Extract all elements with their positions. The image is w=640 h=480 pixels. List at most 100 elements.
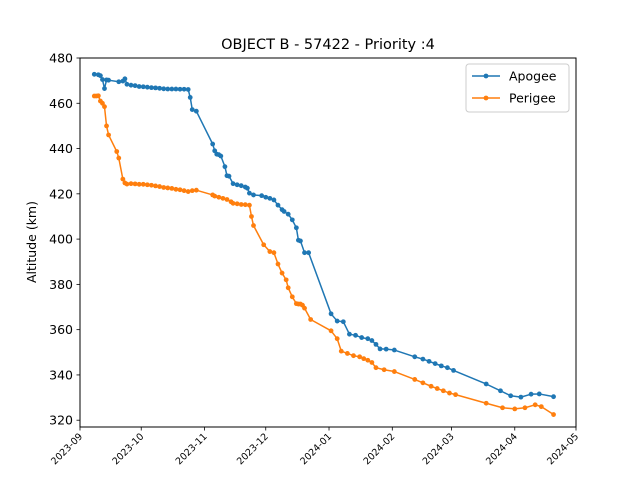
- data-point-perigee: [132, 181, 138, 187]
- data-point-apogee: [271, 197, 277, 203]
- data-point-perigee: [365, 357, 371, 363]
- y-axis-label: Altitude (km): [24, 201, 39, 283]
- data-point-apogee: [140, 84, 146, 90]
- data-point-apogee: [445, 365, 450, 371]
- data-point-apogee: [293, 225, 299, 231]
- data-point-apogee: [340, 319, 346, 325]
- data-point-perigee: [128, 181, 134, 187]
- data-point-perigee: [271, 250, 277, 256]
- data-point-perigee: [328, 328, 334, 334]
- data-point-apogee: [91, 71, 97, 77]
- data-point-perigee: [275, 261, 281, 267]
- data-point-perigee: [453, 392, 458, 398]
- data-point-perigee: [212, 193, 218, 199]
- data-point-apogee: [251, 192, 256, 198]
- legend-perigee-marker: [483, 95, 489, 101]
- data-point-perigee: [381, 367, 387, 373]
- series-perigee: [91, 93, 556, 417]
- data-point-apogee: [222, 164, 228, 170]
- data-point-apogee: [306, 250, 312, 256]
- data-point-apogee: [365, 336, 371, 342]
- y-tick-label: 340: [49, 367, 73, 382]
- legend-apogee-marker: [483, 73, 489, 79]
- data-point-apogee: [226, 173, 232, 179]
- data-point-apogee: [230, 181, 236, 187]
- data-point-apogee: [359, 335, 365, 340]
- data-point-perigee: [420, 380, 426, 386]
- data-point-apogee: [153, 85, 158, 91]
- data-point-apogee: [377, 346, 383, 352]
- data-point-perigee: [440, 388, 446, 394]
- data-point-perigee: [216, 194, 222, 200]
- data-point-perigee: [302, 305, 307, 311]
- data-point-perigee: [483, 400, 489, 406]
- data-point-perigee: [234, 201, 240, 207]
- data-point-perigee: [361, 356, 367, 362]
- data-point-apogee: [116, 79, 122, 85]
- data-point-apogee: [508, 393, 514, 399]
- data-point-perigee: [428, 383, 434, 389]
- data-point-apogee: [298, 238, 303, 244]
- data-point-apogee: [149, 85, 154, 91]
- data-point-perigee: [104, 123, 109, 129]
- data-point-apogee: [144, 84, 150, 90]
- data-point-apogee: [193, 108, 199, 114]
- legend: Apogee Perigee: [465, 63, 570, 113]
- data-point-apogee: [391, 347, 397, 353]
- data-point-apogee: [353, 332, 358, 338]
- data-point-apogee: [98, 73, 103, 79]
- chart-title: OBJECT B - 57422 - Priority :4: [221, 37, 435, 53]
- data-point-apogee: [173, 86, 179, 92]
- data-point-perigee: [220, 195, 226, 201]
- data-point-perigee: [161, 185, 167, 190]
- data-point-perigee: [249, 214, 254, 219]
- data-point-apogee: [528, 391, 534, 397]
- data-point-apogee: [438, 363, 444, 369]
- data-point-perigee: [177, 187, 183, 193]
- data-point-perigee: [551, 412, 556, 417]
- data-point-perigee: [267, 249, 273, 254]
- data-point-perigee: [538, 404, 544, 410]
- data-point-apogee: [238, 183, 244, 189]
- data-point-apogee: [369, 338, 375, 343]
- data-point-perigee: [95, 93, 101, 99]
- data-point-perigee: [522, 405, 528, 411]
- data-point-perigee: [357, 354, 363, 360]
- y-axis: 320 340 360 380 400 420 440 460 480: [49, 51, 80, 428]
- data-point-perigee: [140, 181, 146, 187]
- data-point-perigee: [532, 402, 538, 408]
- y-tick-label: 460: [49, 96, 73, 111]
- y-tick-label: 420: [49, 186, 73, 201]
- data-point-perigee: [334, 336, 340, 342]
- data-point-perigee: [238, 202, 244, 207]
- data-point-perigee: [261, 242, 267, 248]
- data-point-perigee: [165, 185, 171, 191]
- data-point-apogee: [302, 250, 307, 256]
- data-point-perigee: [124, 181, 130, 187]
- data-point-apogee: [347, 331, 352, 337]
- data-point-apogee: [483, 381, 489, 387]
- data-point-apogee: [136, 84, 142, 89]
- data-point-perigee: [149, 182, 154, 188]
- data-point-perigee: [136, 181, 142, 187]
- data-point-apogee: [157, 85, 163, 91]
- data-point-perigee: [338, 348, 344, 354]
- data-point-apogee: [426, 358, 432, 364]
- data-point-perigee: [500, 405, 505, 411]
- data-point-apogee: [177, 86, 183, 92]
- data-point-perigee: [279, 270, 285, 276]
- data-point-apogee: [161, 86, 167, 92]
- data-point-apogee: [275, 202, 281, 208]
- data-point-perigee: [193, 187, 199, 193]
- data-point-perigee: [120, 176, 126, 182]
- data-point-apogee: [102, 86, 107, 91]
- data-point-perigee: [251, 223, 256, 228]
- data-point-perigee: [283, 277, 289, 283]
- data-point-apogee: [169, 86, 175, 92]
- data-point-apogee: [128, 82, 134, 88]
- plot-frame: [79, 57, 577, 428]
- data-point-apogee: [383, 346, 389, 352]
- data-point-perigee: [153, 183, 158, 189]
- data-point-apogee: [373, 341, 379, 347]
